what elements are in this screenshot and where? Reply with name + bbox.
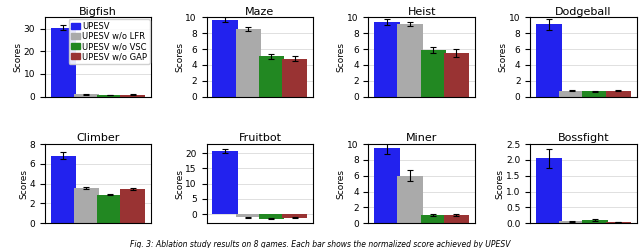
Bar <box>97 95 122 96</box>
Title: Dodgeball: Dodgeball <box>556 7 612 17</box>
Bar <box>420 215 446 223</box>
Bar <box>536 25 561 96</box>
Y-axis label: Scores: Scores <box>19 169 28 199</box>
Title: Climber: Climber <box>76 133 120 143</box>
Bar <box>282 214 307 218</box>
Bar <box>444 53 469 96</box>
Title: Fruitbot: Fruitbot <box>238 133 282 143</box>
Title: Maze: Maze <box>245 7 275 17</box>
Bar <box>212 151 238 214</box>
Bar <box>259 214 284 219</box>
Title: Heist: Heist <box>408 7 436 17</box>
Bar <box>420 50 446 96</box>
Bar <box>582 91 608 96</box>
Bar <box>582 220 608 223</box>
Bar <box>74 94 99 96</box>
Y-axis label: Scores: Scores <box>337 169 346 199</box>
Bar <box>536 158 561 223</box>
Bar <box>212 20 238 96</box>
Bar <box>51 156 76 223</box>
Text: Fig. 3: Ablation study results on 8 games. Each bar shows the normalized score a: Fig. 3: Ablation study results on 8 game… <box>130 240 510 248</box>
Bar <box>559 91 585 96</box>
Bar <box>397 176 423 223</box>
Bar <box>444 215 469 223</box>
Y-axis label: Scores: Scores <box>175 42 184 72</box>
Bar <box>559 221 585 223</box>
Bar <box>51 28 76 96</box>
Y-axis label: Scores: Scores <box>499 42 508 72</box>
Bar <box>120 95 145 96</box>
Bar <box>259 56 284 96</box>
Bar <box>236 29 261 96</box>
Bar <box>374 22 400 96</box>
Bar <box>120 189 145 223</box>
Y-axis label: Scores: Scores <box>175 169 184 199</box>
Title: Miner: Miner <box>406 133 437 143</box>
Bar <box>605 91 631 96</box>
Bar <box>282 59 307 96</box>
Y-axis label: Scores: Scores <box>337 42 346 72</box>
Title: Bossfight: Bossfight <box>557 133 609 143</box>
Bar <box>374 148 400 223</box>
Y-axis label: Scores: Scores <box>13 42 22 72</box>
Y-axis label: Scores: Scores <box>496 169 505 199</box>
Title: Bigfish: Bigfish <box>79 7 117 17</box>
Bar <box>236 214 261 217</box>
Bar <box>97 194 122 223</box>
Legend: UPESV, UPESV w/o LFR, UPESV w/o VSC, UPESV w/o GAP: UPESV, UPESV w/o LFR, UPESV w/o VSC, UPE… <box>68 19 150 64</box>
Bar <box>74 187 99 223</box>
Bar <box>605 222 631 223</box>
Bar <box>397 24 423 96</box>
